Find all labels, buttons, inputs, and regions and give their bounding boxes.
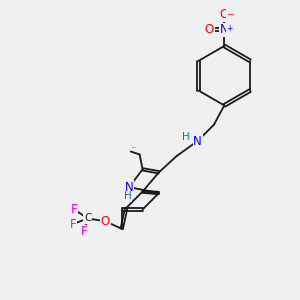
Text: O: O [101,215,110,228]
Text: N: N [125,181,134,194]
Text: H: H [124,191,132,201]
Text: F: F [69,218,76,231]
Text: F: F [81,225,88,238]
Text: O: O [220,8,229,21]
Text: H: H [182,132,190,142]
Text: N: N [193,135,202,148]
Text: F: F [71,203,77,216]
Text: N: N [220,23,229,36]
Text: O: O [205,23,214,36]
Text: C: C [84,213,91,224]
Text: −: − [226,9,234,18]
Text: +: + [226,24,233,33]
Text: methyl: methyl [132,147,137,148]
